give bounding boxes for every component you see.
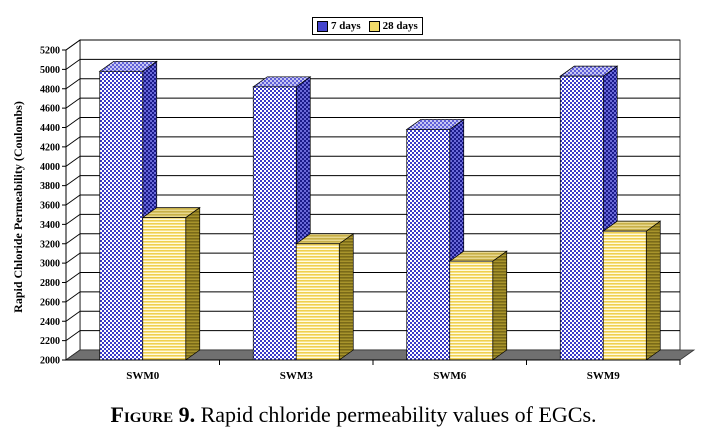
y-tick-label: 3400 (40, 220, 60, 231)
y-tick-label: 4800 (40, 84, 60, 95)
y-axis-title: Rapid Chloride Permeability (Coulombs) (11, 101, 25, 313)
gridline-depth (65, 310, 81, 322)
y-tick-label: 3200 (40, 239, 60, 250)
bar-swm3-28-days (295, 233, 355, 361)
bar-front-face (449, 260, 494, 361)
y-tick-label: 4200 (40, 142, 60, 153)
legend-label-7-days: 7 days (331, 20, 361, 32)
gridline-depth (65, 39, 81, 51)
gridline-depth (65, 214, 81, 225)
gridline-depth (65, 252, 81, 264)
y-tick-label: 2800 (40, 278, 60, 289)
bar-front-face (99, 70, 144, 361)
bar-side-face (645, 220, 661, 361)
y-tick-label: 5000 (40, 65, 60, 76)
legend-swatch-7-days (317, 20, 328, 32)
gridline-depth (65, 272, 81, 283)
legend-item-28-days: 28 days (368, 20, 418, 32)
axis-layer: 2000 2200 2400 2600 2800 3000 3200 3400 3600 3800… (40, 46, 681, 382)
y-tick-label: 4000 (40, 162, 60, 173)
y-tick-label: 5200 (40, 46, 60, 57)
legend-item-7-days: 7 days (317, 20, 361, 32)
y-tick-label: 2000 (40, 356, 60, 367)
y-tick-label: 3600 (40, 201, 60, 212)
gridline-depth (65, 233, 81, 245)
gridline-depth (65, 59, 81, 70)
gridline-depth (65, 155, 81, 167)
bar-front-face (252, 86, 297, 361)
bar-front-face (559, 75, 604, 361)
gridline-depth (65, 330, 81, 341)
gridline-depth (65, 136, 81, 148)
bar-swm0-28-days (141, 206, 201, 361)
bar-side-face (185, 206, 201, 361)
x-tick-label: SWM9 (587, 370, 621, 382)
bar-front-face (406, 129, 451, 361)
bar-front-face (142, 217, 187, 361)
y-tick-label: 4600 (40, 104, 60, 115)
chart: 2000 2200 2400 2600 2800 3000 3200 3400 3600 3800… (11, 39, 696, 382)
gridline-depth (65, 175, 81, 186)
bar-side-face (492, 250, 508, 361)
figure-caption: Figure 9. Rapid chloride permeability va… (0, 396, 707, 434)
y-tick-label: 2600 (40, 297, 60, 308)
y-tick-label: 2200 (40, 336, 60, 347)
figure-caption-label: Figure 9. (110, 402, 196, 427)
legend-swatch-28-days (368, 20, 380, 32)
gridline-depth (65, 97, 81, 109)
bar-swm6-28-days (448, 250, 508, 361)
x-tick-label: SWM6 (433, 370, 467, 382)
y-tick-label: 3800 (40, 181, 60, 192)
figure-caption-text: Rapid chloride permeability values of EG… (195, 402, 597, 427)
bars-layer (98, 60, 662, 361)
gridline-depth (65, 78, 81, 90)
y-tick-label: 3000 (40, 259, 60, 270)
bar-side-face (338, 233, 354, 361)
y-tick-label: 2400 (40, 317, 60, 328)
bar-front-face (602, 230, 647, 361)
bar-front-face (295, 243, 340, 361)
gridline-depth (65, 194, 81, 206)
legend-label-28-days: 28 days (382, 20, 418, 32)
gridline-depth (65, 117, 81, 128)
y-tick-label: 4400 (40, 123, 60, 134)
chart-legend: 7 days 28 days (312, 17, 423, 35)
x-tick-label: SWM3 (280, 370, 314, 382)
x-tick-label: SWM0 (126, 370, 160, 382)
gridline-depth (65, 291, 81, 303)
bar-swm9-28-days (602, 220, 662, 361)
